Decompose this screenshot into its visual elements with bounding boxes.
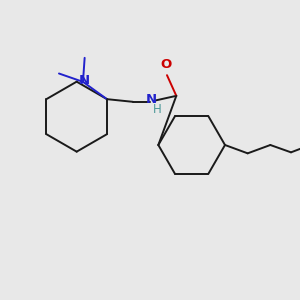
Text: H: H [153,103,162,116]
Text: O: O [161,58,172,71]
Text: N: N [79,74,90,87]
Text: N: N [146,93,157,106]
